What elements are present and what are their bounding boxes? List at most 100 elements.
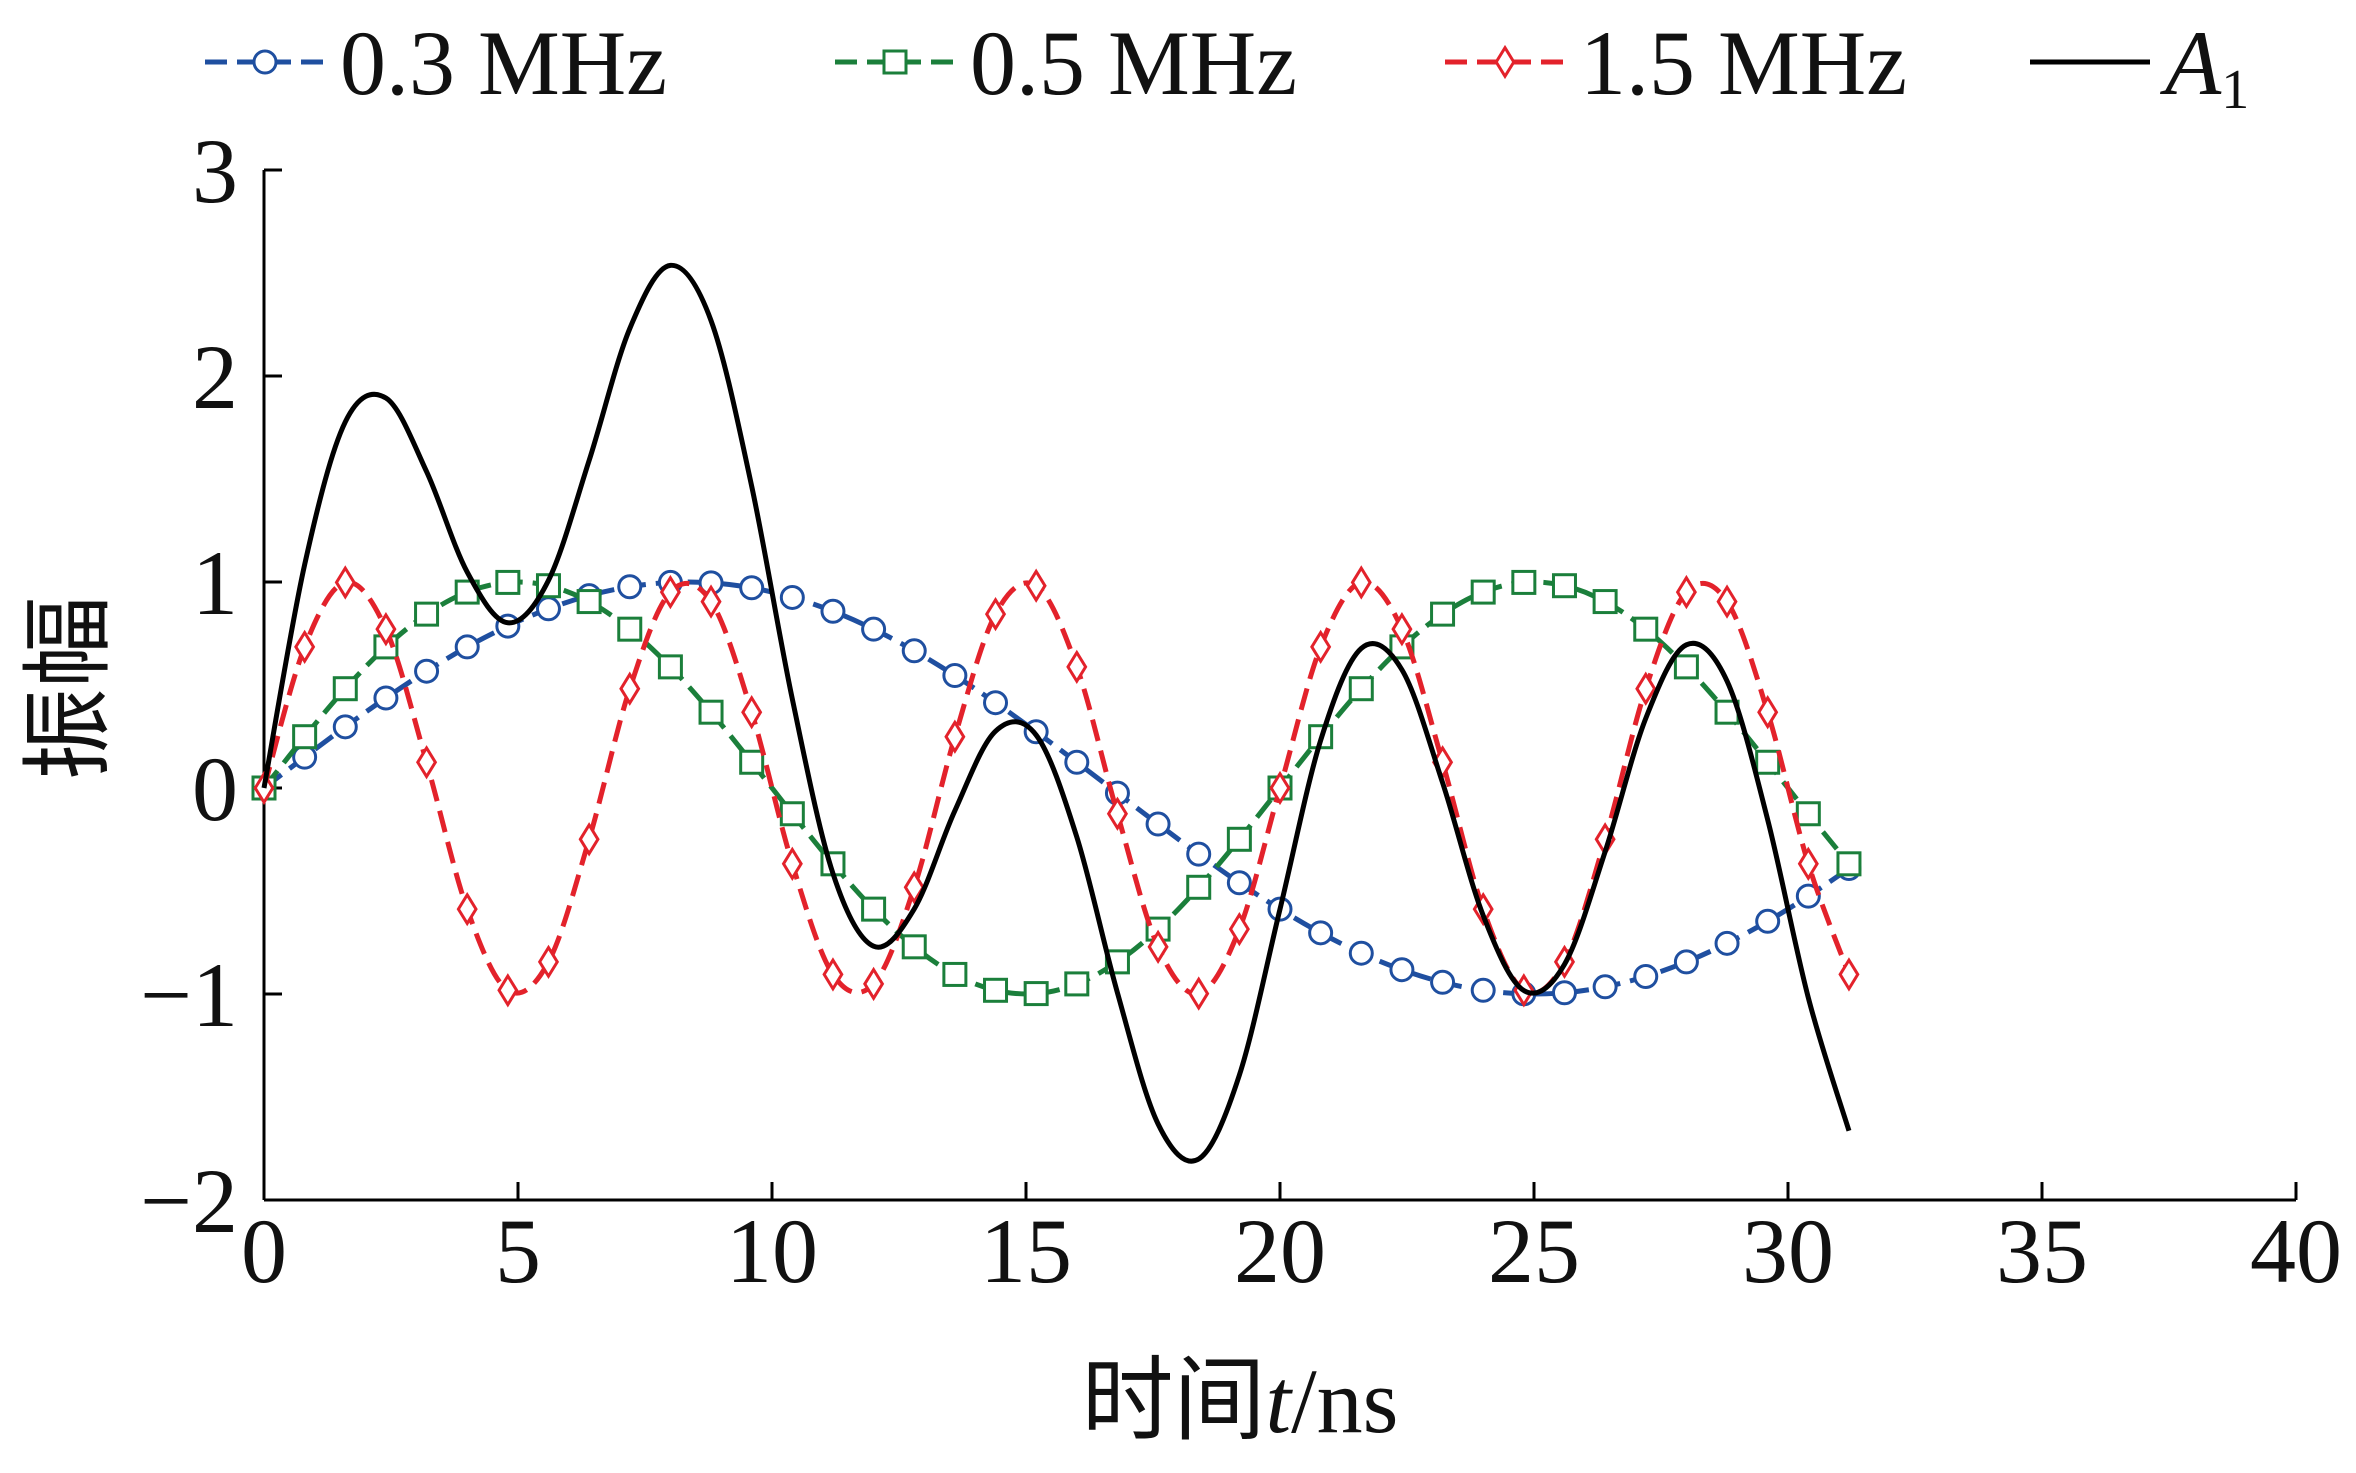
x-tick-label: 0 [241,1200,287,1302]
series-0-5-mhz-point [1348,676,1374,702]
x-tick-label: 15 [980,1200,1072,1302]
series-a1-line [261,262,1852,1164]
series-1-5-mhz-point [1066,649,1088,685]
series-0-5-mhz-point [617,616,643,642]
y-axis-title: 振幅 [18,596,120,780]
x-tick-label: 20 [1234,1200,1326,1302]
series-1-5-mhz-point [700,584,722,619]
series-0-5-mhz-point [942,961,968,987]
series-1-5-mhz-point [741,695,763,730]
series-0-5-mhz-point [292,724,318,750]
y-tick-label: 1 [192,532,238,634]
y-tick-label: 2 [192,326,238,428]
series-1-5-mhz-point [1147,929,1169,964]
series-0-5-mhz-point [1755,749,1781,775]
series-0-3-mhz-point [1470,977,1496,1003]
series-0-3-mhz-point [332,714,358,740]
series-1-5-mhz-point [822,957,844,992]
series-0-5-mhz-point [414,601,440,627]
legend-swatch-marker [252,49,278,75]
series-0-5-mhz-point [1592,589,1618,615]
series-0-3-mhz-point [1308,920,1334,946]
x-tick-label: 40 [2250,1200,2342,1302]
series-1-5-mhz-point [1228,911,1250,947]
series-0-5-mhz-point [698,699,724,725]
series-0-3-mhz-point [1389,957,1415,983]
legend-swatch-marker [882,49,908,75]
series-0-5-mhz-point [1673,654,1699,680]
y-tick-label: −1 [140,944,238,1046]
legend-label: A1 [2159,12,2249,121]
series-0-3-mhz-point [861,616,887,642]
legend-item-series-0-5-mhz: 0.5 MHz [835,12,1297,114]
series-0-3-mhz-point [1714,930,1740,956]
series-1-5-mhz-point [1716,584,1738,619]
series-1-5-mhz-point [334,565,356,600]
series-1-5-mhz-point [1675,574,1697,610]
series-1-5-mhz-point [294,629,316,665]
series-0-3-mhz-point [617,574,643,600]
series-1-5-mhz-point [1391,612,1413,647]
axes: 0 5 10 15 20 25 30 35 40 −2 −1 0 1 2 3 [140,120,2342,1302]
legend-label: 0.5 MHz [970,12,1297,114]
legend-label: 0.3 MHz [340,12,667,114]
series-0-3-mhz-point [820,598,846,624]
series-0-5-mhz-point [983,977,1009,1003]
series-1-5-mhz-point [1025,568,1047,603]
series-0-5-mhz-point [657,654,683,680]
series-0-5-mhz-point [861,896,887,922]
series-1-5-mhz-point [1188,976,1210,1011]
series-0-3-mhz-point [1430,969,1456,995]
series-0-3-mhz-point [901,638,927,664]
legend-label-subscript: 1 [2221,59,2249,121]
series-1-5-mhz-point [1106,796,1129,831]
series-1-5-mhz-point [781,846,803,881]
series-1-5-mhz-point [537,944,560,980]
legend-label: 1.5 MHz [1580,12,1907,114]
x-axis-title-suffix: /ns [1291,1350,1398,1452]
series-0-3-mhz-point [1755,908,1781,934]
x-axis-title: 时间t/ns [1082,1350,1399,1452]
plot-area [251,262,1862,1164]
series-1-5-mhz-point [375,612,397,647]
series-1-5-mhz-point [1635,671,1657,706]
series-0-5-mhz-point [901,934,927,960]
series-1-5-mhz-point [1838,957,1860,992]
series-1-5-mhz-point [1797,846,1819,881]
series-0-5-mhz-point [1186,874,1212,900]
x-axis-title-prefix: 时间 [1082,1350,1266,1452]
series-0-5-mhz-point [576,589,602,615]
series-0-3-mhz-point [739,575,765,601]
legend-swatch-marker [1494,44,1516,80]
series-0-5-mhz-point [332,676,358,702]
series-0-3-mhz-point [1064,749,1090,775]
series-1-5-mhz-point [984,596,1007,632]
series-1-5-mhz-line [261,579,1852,997]
series-0-5-mhz-point [1511,569,1537,595]
x-tick-label: 35 [1996,1200,2088,1302]
legend-item-series-0-3-mhz: 0.3 MHz [205,12,667,114]
legend-item-series-a1: A1 [2030,12,2249,121]
series-a1 [261,262,1852,1164]
series-1-5-mhz-point [415,745,438,780]
series-0-3-mhz-point [1145,811,1171,837]
series-1-5-mhz-point [456,891,478,927]
x-tick-label: 10 [726,1200,818,1302]
series-1-5-mhz-point [1269,770,1291,806]
series-0-5-mhz-point [1551,573,1577,599]
series-0-3-mhz [251,569,1862,1007]
series-1-5-mhz-point [1757,695,1779,730]
series-0-3-mhz-point [1551,980,1577,1006]
series-0-3-mhz-point [1795,883,1821,909]
series-1-5-mhz-point [659,574,681,610]
x-tick-label: 25 [1488,1200,1580,1302]
series-1-5-mhz [253,565,1860,1011]
series-0-3-mhz-point [535,596,561,622]
series-0-3-mhz-point [1673,949,1699,975]
series-1-5-mhz-point [578,822,600,857]
series-0-3-mhz-point [1633,963,1659,989]
legend-label-main: A [2159,12,2222,114]
series-0-3-mhz-point [454,634,480,660]
series-0-5-mhz-point [495,569,521,595]
series-0-3-mhz-line [262,579,1851,997]
